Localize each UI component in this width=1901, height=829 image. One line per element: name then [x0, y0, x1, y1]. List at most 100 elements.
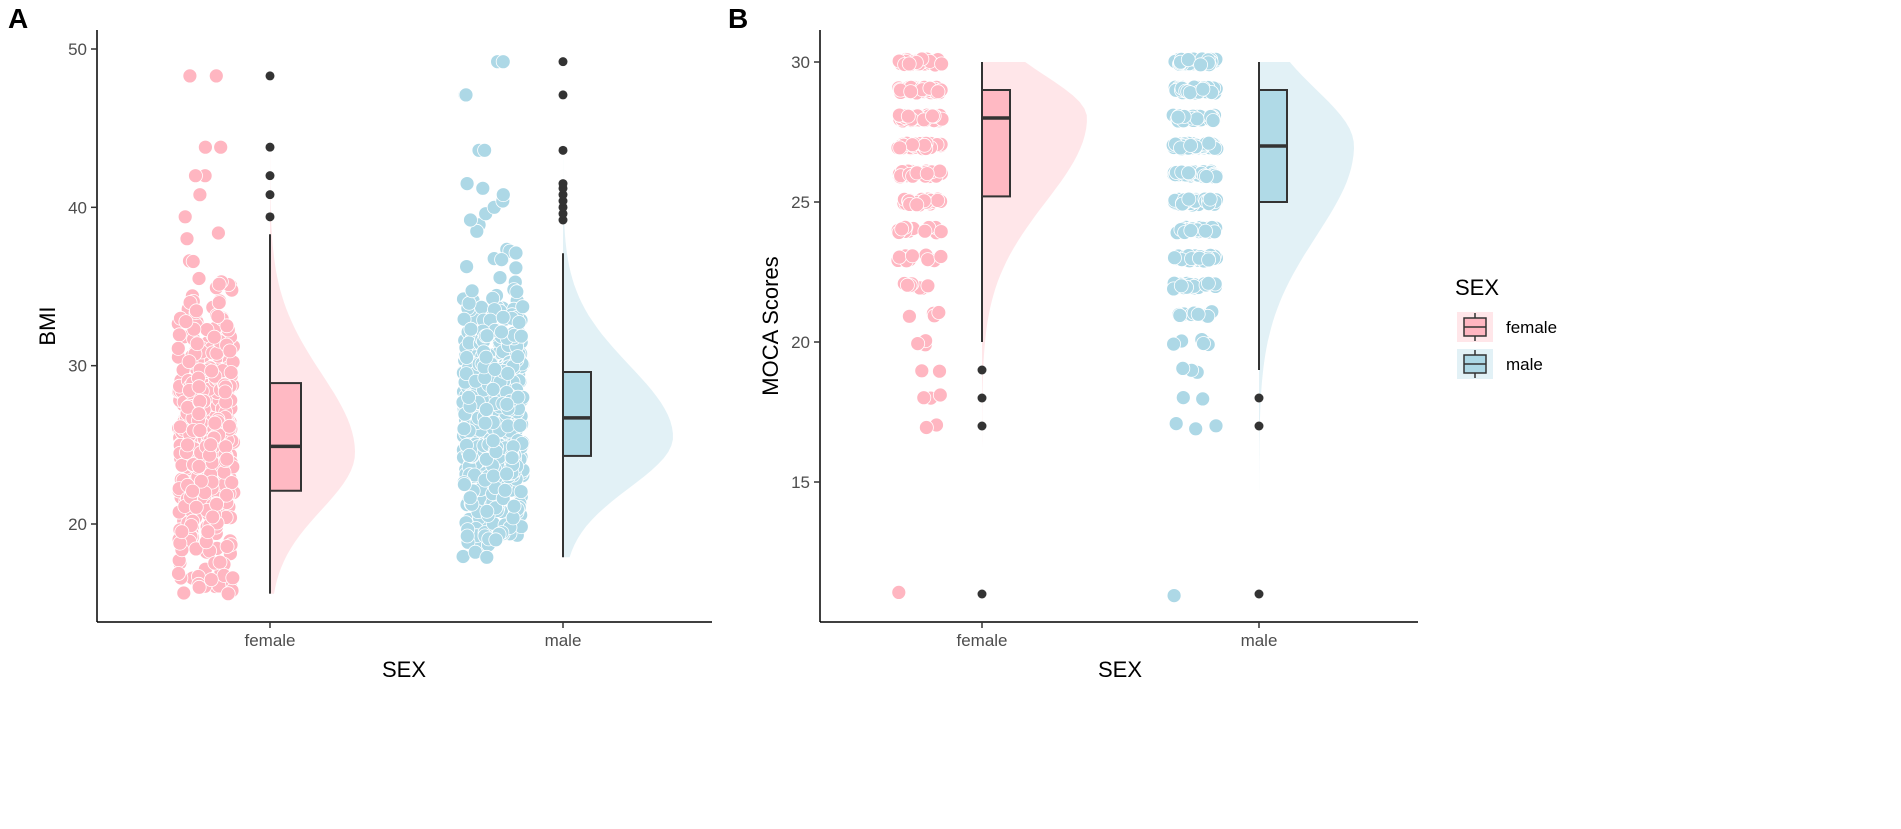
outlier-male-8	[558, 90, 568, 100]
data-point-female-524	[182, 68, 198, 84]
data-point-female-509	[188, 499, 204, 515]
data-point-female-7	[914, 363, 930, 379]
jitter-points-female	[170, 68, 242, 602]
data-point-male-538	[510, 349, 526, 365]
data-point-female-0	[891, 585, 907, 600]
data-point-female-33	[892, 249, 907, 265]
data-point-female-110	[211, 295, 227, 311]
data-point-male-184	[508, 260, 524, 276]
panel-b-y-axis-title: MOCA Scores	[758, 256, 783, 395]
data-point-female-35	[920, 252, 936, 268]
x-tick-label-female: female	[244, 631, 295, 650]
data-point-female-34	[905, 248, 920, 264]
data-point-female-14	[931, 305, 947, 320]
y-tick-label: 25	[791, 193, 810, 212]
outlier-female-1	[977, 421, 987, 431]
data-point-female-11	[902, 308, 917, 324]
data-point-female-22	[900, 277, 915, 293]
data-point-female-254	[930, 84, 946, 100]
data-point-female-374	[219, 539, 235, 554]
panel-b-plot-area	[890, 51, 1354, 603]
legend: SEX female male	[1455, 275, 1557, 379]
box-male	[562, 371, 592, 457]
data-point-female-525	[220, 586, 236, 602]
panel-b-label: B	[728, 3, 748, 34]
outlier-male-1	[1254, 421, 1264, 431]
y-tick-label: 50	[68, 40, 87, 59]
data-point-male-357	[474, 299, 489, 315]
panel-a-label: A	[8, 3, 28, 34]
data-point-female-53	[894, 221, 910, 237]
data-point-male-526	[461, 389, 477, 405]
data-point-male-565	[475, 180, 491, 196]
data-point-female-528	[188, 168, 203, 184]
outlier-male-2	[1254, 393, 1264, 403]
box-female	[269, 382, 302, 492]
legend-label-female: female	[1506, 318, 1557, 337]
data-point-male-541	[515, 299, 531, 315]
data-point-female-386	[212, 554, 228, 570]
data-point-female-520	[177, 209, 193, 225]
data-point-male-238	[1201, 135, 1217, 151]
data-point-male-194	[1181, 165, 1196, 181]
y-tick-label: 40	[68, 198, 87, 217]
data-point-male-540	[463, 321, 479, 337]
data-point-female-523	[213, 139, 229, 155]
data-point-male-555	[469, 223, 485, 239]
data-point-male-279	[1170, 109, 1186, 125]
data-point-male-560	[463, 212, 478, 228]
legend-item-female: female	[1457, 312, 1557, 342]
data-point-female-138	[176, 585, 192, 601]
outlier-male-3	[558, 196, 568, 206]
data-point-female-498	[221, 418, 237, 434]
data-point-male-412	[459, 350, 475, 365]
data-point-female-118	[919, 166, 935, 182]
data-point-male-8	[1175, 360, 1191, 376]
data-point-male-0	[1166, 588, 1182, 603]
data-point-male-107	[1183, 223, 1199, 238]
data-point-male-1	[1188, 421, 1204, 437]
data-point-female-6	[932, 363, 947, 379]
data-point-female-160	[892, 140, 908, 156]
data-point-male-150	[1181, 191, 1197, 207]
data-point-male-87	[492, 270, 508, 286]
data-point-female-490	[191, 379, 207, 395]
data-point-female-514	[191, 406, 207, 422]
data-point-female-486	[193, 473, 209, 489]
outlier-female-2	[977, 393, 987, 403]
jitter-points-male	[1165, 51, 1225, 603]
data-point-male-193	[1199, 169, 1214, 184]
data-point-female-484	[219, 487, 235, 503]
data-point-female-521	[192, 187, 208, 203]
data-point-male-512	[459, 528, 475, 544]
data-point-female-287	[934, 56, 949, 72]
data-point-male-149	[1202, 191, 1218, 207]
data-point-male-317	[1182, 85, 1198, 100]
data-point-female-79	[930, 192, 946, 208]
data-point-female-513	[192, 393, 208, 409]
data-point-female-207	[900, 108, 916, 124]
data-point-female-36	[933, 249, 949, 264]
data-point-female-500	[222, 343, 238, 359]
data-point-male-349	[1180, 52, 1196, 67]
data-point-male-524	[477, 415, 493, 431]
data-point-female-158	[185, 254, 201, 269]
data-point-male-559	[479, 328, 495, 344]
data-point-female-499	[207, 415, 223, 431]
data-point-female-4	[916, 390, 932, 406]
data-point-male-516	[456, 421, 472, 437]
panel-b-x-axis-title: SEX	[1098, 657, 1142, 682]
data-point-female-489	[191, 271, 207, 286]
data-point-female-253	[903, 84, 919, 99]
outlier-male-7	[558, 145, 568, 155]
x-tick-label-female: female	[956, 631, 1007, 650]
data-point-female-82	[909, 197, 925, 213]
data-point-male-453	[494, 252, 510, 268]
panel-a-plot-area	[170, 54, 673, 602]
data-point-female-502	[205, 509, 221, 525]
data-point-female-422	[210, 225, 226, 241]
y-tick-label: 30	[791, 53, 810, 72]
y-tick-label: 20	[68, 515, 87, 534]
data-point-female-501	[219, 451, 235, 467]
data-point-female-504	[210, 309, 226, 324]
